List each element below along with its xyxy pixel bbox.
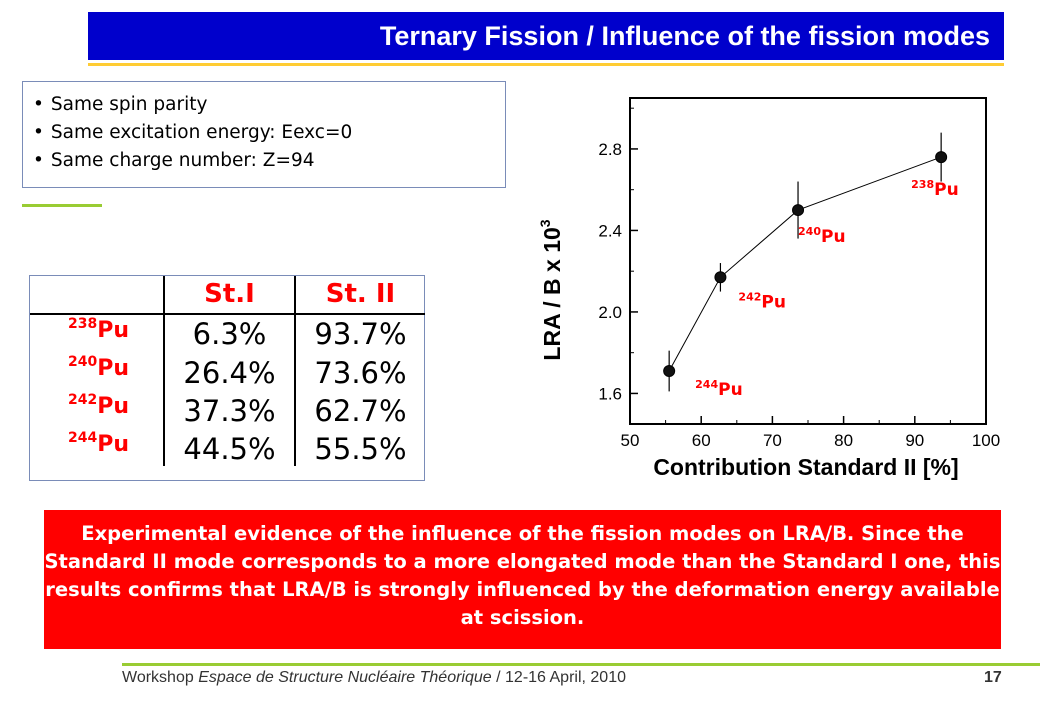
x-tick-label: 70 [763,431,782,450]
table-divider [163,276,165,466]
y-tick-label: 2.8 [598,140,622,159]
conclusion-box: Experimental evidence of the influence o… [44,510,1001,649]
header-st2: St. II [325,279,396,309]
header-st1: St.I [204,279,255,309]
table-divider [294,276,296,466]
point-label: 238Pu [911,178,959,200]
conditions-box: Same spin parity Same excitation energy:… [22,81,506,188]
isotope-label: 240Pu [68,354,130,381]
y-axis-label: LRA / B x 103 [537,219,565,360]
x-tick-label: 90 [905,431,924,450]
series-line [668,156,942,372]
y-tick-label: 1.6 [598,384,622,403]
y-tick-label: 2.0 [598,303,622,322]
x-axis-label: Contribution Standard II [%] [653,454,958,480]
st2-value: 93.7% [314,317,407,351]
st1-value: 26.4% [183,356,276,390]
condition-item: Same excitation energy: Eexc=0 [33,119,505,147]
slide-title: Ternary Fission / Influence of the fissi… [88,12,1004,60]
st2-value: 55.5% [314,432,407,466]
st1-value: 44.5% [183,432,276,466]
plot-frame [629,97,987,425]
lra-chart: LRA / B x 103 Contribution Standard II [… [537,97,1000,480]
x-tick-label: 60 [692,431,711,450]
green-divider [22,204,102,207]
footer-text: Workshop Espace de Structure Nucléaire T… [122,669,626,686]
table-divider [30,313,425,315]
data-point [935,151,948,164]
x-tick-label: 100 [972,431,1000,450]
data-point [663,365,676,378]
condition-item: Same spin parity [33,91,505,119]
st2-value: 62.7% [314,394,407,428]
x-tick-label: 80 [834,431,853,450]
isotope-label: 238Pu [68,316,130,343]
isotope-label: 242Pu [68,392,130,419]
condition-item: Same charge number: Z=94 [33,147,505,175]
x-tick-label: 50 [621,431,640,450]
st1-value: 37.3% [183,394,276,428]
page-number: 17 [984,669,1002,686]
title-underline [88,63,1004,66]
footer-rule [122,663,1040,666]
st1-value: 6.3% [192,317,267,351]
y-tick-label: 2.4 [598,221,622,240]
st2-value: 73.6% [314,356,407,390]
data-point [714,271,727,284]
fission-modes-table: St.I St. II 238Pu 6.3% 93.7% 240Pu 26.4%… [29,275,425,481]
isotope-label: 244Pu [68,430,130,457]
point-label: 244Pu [695,378,743,400]
data-point [792,204,805,217]
point-label: 240Pu [798,225,846,247]
point-label: 242Pu [738,290,786,312]
